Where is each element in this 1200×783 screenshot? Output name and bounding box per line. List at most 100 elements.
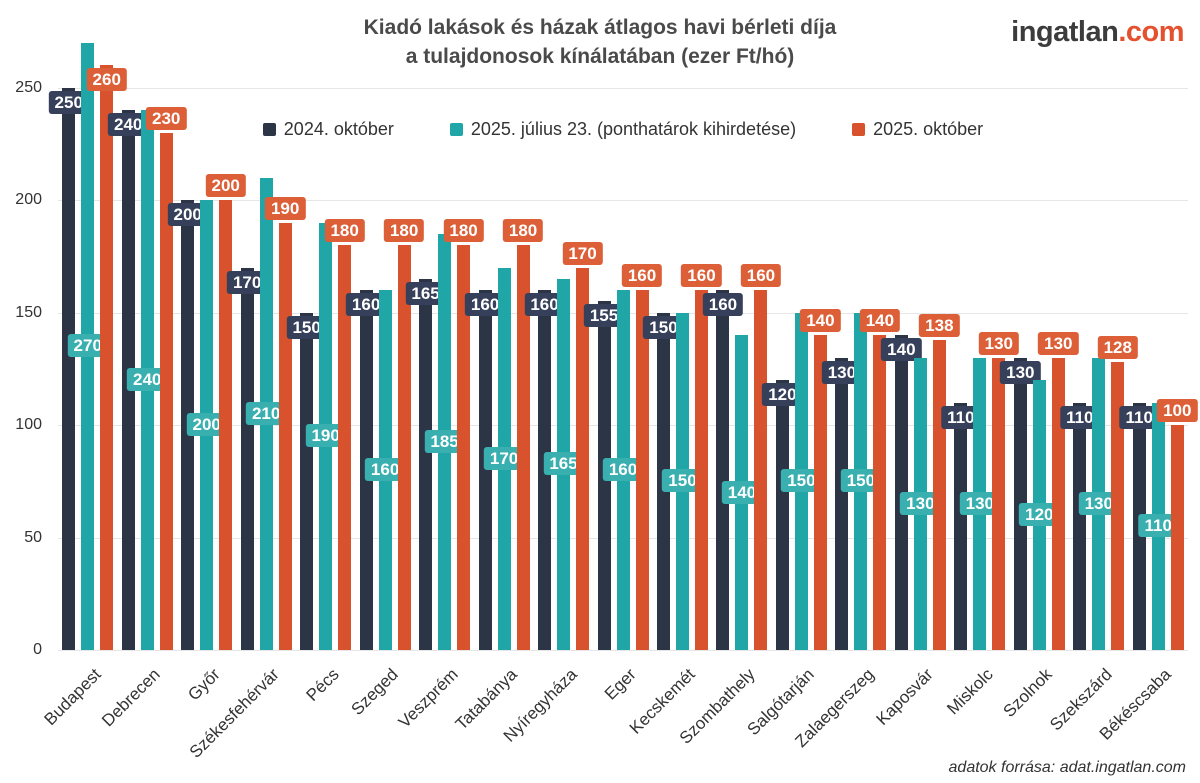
value-badge: 150	[840, 469, 882, 493]
bar-segment[interactable]	[1051, 357, 1065, 650]
bar-segment[interactable]	[219, 200, 233, 650]
bar-segment[interactable]	[992, 357, 1006, 650]
bar-segment[interactable]	[62, 87, 76, 650]
data-source-note: adatok forrása: adat.ingatlan.com	[948, 759, 1186, 776]
bar-segment[interactable]	[576, 267, 590, 650]
gridline	[58, 200, 1188, 201]
value-badge: 180	[324, 219, 365, 242]
value-badge: 180	[383, 219, 425, 242]
bar-segment[interactable]	[694, 290, 708, 650]
value-badge: 130	[1000, 360, 1041, 384]
bar-segment[interactable]	[635, 290, 649, 650]
bar-segment[interactable]	[775, 380, 789, 650]
y-axis-label: 50	[24, 528, 42, 546]
value-badge: 160	[621, 264, 663, 287]
bar-segment[interactable]	[813, 335, 827, 650]
bar-segment[interactable]	[419, 278, 433, 650]
value-badge: 138	[919, 313, 960, 337]
bar-segment[interactable]	[478, 290, 492, 650]
value-badge: 100	[1157, 399, 1198, 422]
bar-segment[interactable]	[278, 222, 292, 650]
legend-swatch-icon	[262, 123, 276, 136]
value-badge: 180	[502, 219, 544, 242]
bar-segment[interactable]	[240, 267, 254, 650]
bar-segment[interactable]	[100, 65, 114, 650]
bar-segment[interactable]	[516, 245, 530, 650]
value-badge: 170	[483, 446, 525, 470]
value-badge: 250	[48, 90, 89, 114]
value-badge: 160	[740, 264, 782, 287]
value-badge: 130	[978, 331, 1020, 355]
value-badge: 140	[721, 480, 763, 504]
gridline	[58, 650, 1188, 651]
value-badge: 150	[643, 315, 684, 339]
y-axis-label: 200	[15, 191, 42, 208]
value-badge: 140	[800, 309, 841, 332]
legend-item-2025-oktober[interactable]: 2025. október	[852, 119, 983, 140]
bar-segment[interactable]	[754, 290, 768, 650]
bar-segment[interactable]	[457, 245, 471, 650]
bar-segment[interactable]	[159, 132, 173, 650]
y-axis-label: 250	[15, 78, 42, 96]
chart-title-line2: a tulajdonosok kínálatában (ezer Ft/hó)	[405, 44, 795, 68]
value-badge: 260	[86, 68, 127, 91]
value-badge: 140	[881, 338, 922, 361]
gridline	[58, 87, 1188, 89]
value-badge: 140	[859, 309, 901, 332]
value-badge: 160	[524, 293, 565, 316]
value-badge: 150	[781, 469, 822, 493]
value-badge: 160	[681, 264, 722, 287]
bar-segment[interactable]	[1073, 402, 1087, 650]
bar-segment[interactable]	[1111, 362, 1125, 650]
bar-segment[interactable]	[338, 245, 352, 650]
value-badge: 240	[127, 368, 168, 391]
value-badge: 160	[602, 458, 644, 481]
y-axis-label: 0	[33, 641, 42, 658]
bar-segment[interactable]	[932, 339, 946, 650]
value-badge: 240	[108, 113, 149, 136]
value-badge: 165	[543, 452, 584, 476]
value-badge: 230	[146, 106, 187, 130]
chart-legend: 2024. október 2025. július 23. (ponthatá…	[58, 119, 1188, 140]
value-badge: 210	[245, 401, 287, 425]
x-axis-label: Veszprém	[394, 664, 462, 732]
value-badge: 170	[562, 241, 603, 265]
value-badge: 110	[1119, 405, 1159, 429]
x-axis-label: Győr	[183, 664, 224, 705]
value-badge: 130	[1038, 331, 1079, 355]
value-badge: 110	[941, 405, 981, 429]
legend-swatch-icon	[852, 123, 866, 136]
bar-segment[interactable]	[397, 245, 411, 650]
chart-title-line1: Kiadó lakások és házak átlagos havi bérl…	[363, 16, 837, 39]
value-badge: 130	[959, 491, 1001, 515]
value-badge: 150	[662, 469, 703, 493]
value-badge: 200	[186, 413, 227, 436]
x-axis-label: Debrecen	[98, 664, 164, 731]
ingatlan-logo: ingatlan.com	[1011, 16, 1184, 49]
value-badge: 120	[762, 383, 803, 406]
bar-segment[interactable]	[716, 290, 730, 650]
legend-label: 2025. október	[873, 119, 984, 139]
bar-segment[interactable]	[873, 335, 887, 650]
bar-segment[interactable]	[1170, 425, 1184, 650]
logo-text-accent: .com	[1118, 16, 1184, 48]
logo-text-main: ingatlan	[1011, 16, 1119, 48]
bar-segment[interactable]	[954, 402, 968, 650]
y-axis-label: 150	[15, 303, 42, 321]
value-badge: 130	[821, 360, 863, 384]
legend-item-2025-julius[interactable]: 2025. július 23. (ponthatárok kihirdetés…	[449, 119, 796, 140]
value-badge: 130	[900, 491, 941, 515]
bar-segment[interactable]	[300, 312, 314, 650]
value-badge: 110	[1138, 514, 1178, 538]
bar-segment[interactable]	[835, 357, 849, 650]
x-axis-label: Szeged	[347, 664, 402, 719]
value-badge: 200	[205, 174, 246, 197]
value-badge: 200	[167, 203, 208, 226]
value-badge: 160	[464, 293, 506, 316]
value-badge: 180	[443, 219, 484, 242]
value-badge: 185	[424, 429, 465, 453]
x-axis-label: Kaposvár	[872, 664, 938, 730]
legend-item-2024-oktober[interactable]: 2024. október	[262, 119, 394, 140]
